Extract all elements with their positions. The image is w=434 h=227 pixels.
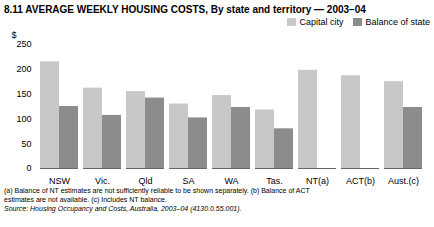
svg-text:250: 250 [16, 39, 31, 49]
svg-text:NSW: NSW [49, 176, 71, 186]
html-text:Capital city: Capital city [299, 17, 344, 27]
svg-text:Qld: Qld [138, 176, 152, 186]
svg-text:50: 50 [21, 139, 31, 149]
svg-text:WA: WA [224, 176, 238, 186]
svg-text:Vic.: Vic. [95, 176, 110, 186]
svg-text:100: 100 [16, 114, 31, 124]
html-text:8.11 AVERAGE WEEKLY HOUSING CO: 8.11 AVERAGE WEEKLY HOUSING COSTS, By st… [4, 4, 366, 15]
html-text:estimates are not available. (: estimates are not available. (c) Include… [4, 196, 167, 203]
svg-text:Aust.(c): Aust.(c) [388, 176, 419, 186]
svg-text:$: $ [12, 30, 17, 40]
svg-text:ACT(b): ACT(b) [346, 176, 375, 186]
svg-text:SA: SA [182, 176, 194, 186]
svg-text:150: 150 [16, 89, 31, 99]
svg-text:Tas.: Tas. [266, 176, 283, 186]
svg-text:0: 0 [26, 163, 31, 173]
html-text:Source: Housing Occupancy and: Source: Housing Occupancy and Costs, Aus… [4, 205, 242, 212]
svg-text:NT(a): NT(a) [306, 176, 329, 186]
html-text:Balance of state: Balance of state [365, 17, 430, 27]
svg-text:200: 200 [16, 64, 31, 74]
html-text:(a) Balance of NT estimates ar: (a) Balance of NT estimates are not suff… [4, 187, 310, 194]
